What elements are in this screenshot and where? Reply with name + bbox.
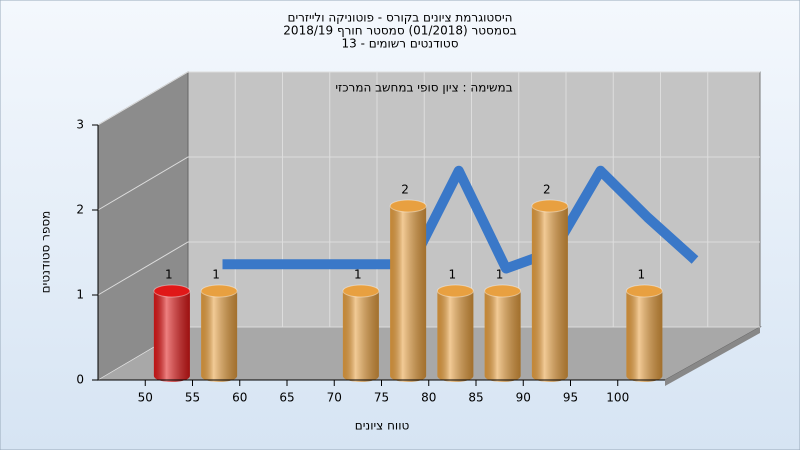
- grid-line: [97, 241, 760, 296]
- bar-top: [484, 284, 522, 298]
- grid-line: [97, 71, 760, 126]
- x-tick-label: 70: [327, 391, 342, 405]
- bar-shade: [342, 291, 379, 382]
- annotation: במשימה : ציון סופי במחשב המרכזי: [335, 81, 512, 95]
- y-tick-label: 3: [76, 118, 84, 132]
- value-label: 2: [543, 183, 551, 197]
- bar-top: [531, 199, 569, 213]
- x-tick-label: 60: [232, 391, 247, 405]
- value-label: 1: [638, 268, 646, 282]
- x-tick-label: 80: [421, 391, 436, 405]
- bar-top: [625, 284, 663, 298]
- title-line: סטודנטים רשומים - 13: [341, 37, 458, 51]
- bar: [200, 284, 238, 382]
- bar: [389, 199, 427, 382]
- bar-shade: [484, 291, 521, 382]
- x-tick-label: 65: [279, 391, 294, 405]
- x-tick-label: 90: [516, 391, 531, 405]
- x-axis-label: טווח ציונים: [355, 419, 410, 433]
- value-label: 1: [212, 268, 220, 282]
- bar-shade: [531, 206, 568, 382]
- title-line: בסמסטר (01/2018) סמסטר חורף 2018/19: [283, 24, 516, 38]
- grid-line: [97, 156, 760, 211]
- bar: [436, 284, 474, 382]
- value-label: 1: [449, 268, 457, 282]
- floor-edge: [665, 327, 760, 386]
- y-axis-label: מספר סטודנטים: [39, 211, 53, 294]
- x-tick-label: 95: [563, 391, 578, 405]
- bar: [153, 284, 191, 382]
- x-tick-label: 100: [606, 391, 629, 405]
- x-tick-label: 75: [374, 391, 389, 405]
- value-label: 2: [401, 183, 409, 197]
- title-line: היסטוגרמת ציונים בקורס - פוטוניקה ולייזר…: [287, 11, 512, 25]
- bar-top: [389, 199, 427, 213]
- bar: [625, 284, 663, 382]
- bar-shade: [437, 291, 474, 382]
- y-tick-label: 0: [76, 373, 84, 387]
- bar-top: [200, 284, 238, 298]
- bar-top: [436, 284, 474, 298]
- value-label: 1: [165, 268, 173, 282]
- bar-shade: [153, 291, 190, 382]
- y-tick-label: 1: [76, 288, 84, 302]
- bar: [342, 284, 380, 382]
- bar-top: [342, 284, 380, 298]
- bar-top: [153, 284, 191, 298]
- bar: [531, 199, 569, 382]
- value-label: 1: [354, 268, 362, 282]
- x-tick-label: 55: [185, 391, 200, 405]
- x-tick-label: 85: [468, 391, 483, 405]
- marks: [153, 165, 699, 382]
- bar: [484, 284, 522, 382]
- y-tick-label: 2: [76, 203, 84, 217]
- bar-shade: [201, 291, 238, 382]
- x-tick-label: 50: [138, 391, 153, 405]
- value-label: 1: [496, 268, 504, 282]
- bar-shade: [390, 206, 427, 382]
- bar-shade: [626, 291, 663, 382]
